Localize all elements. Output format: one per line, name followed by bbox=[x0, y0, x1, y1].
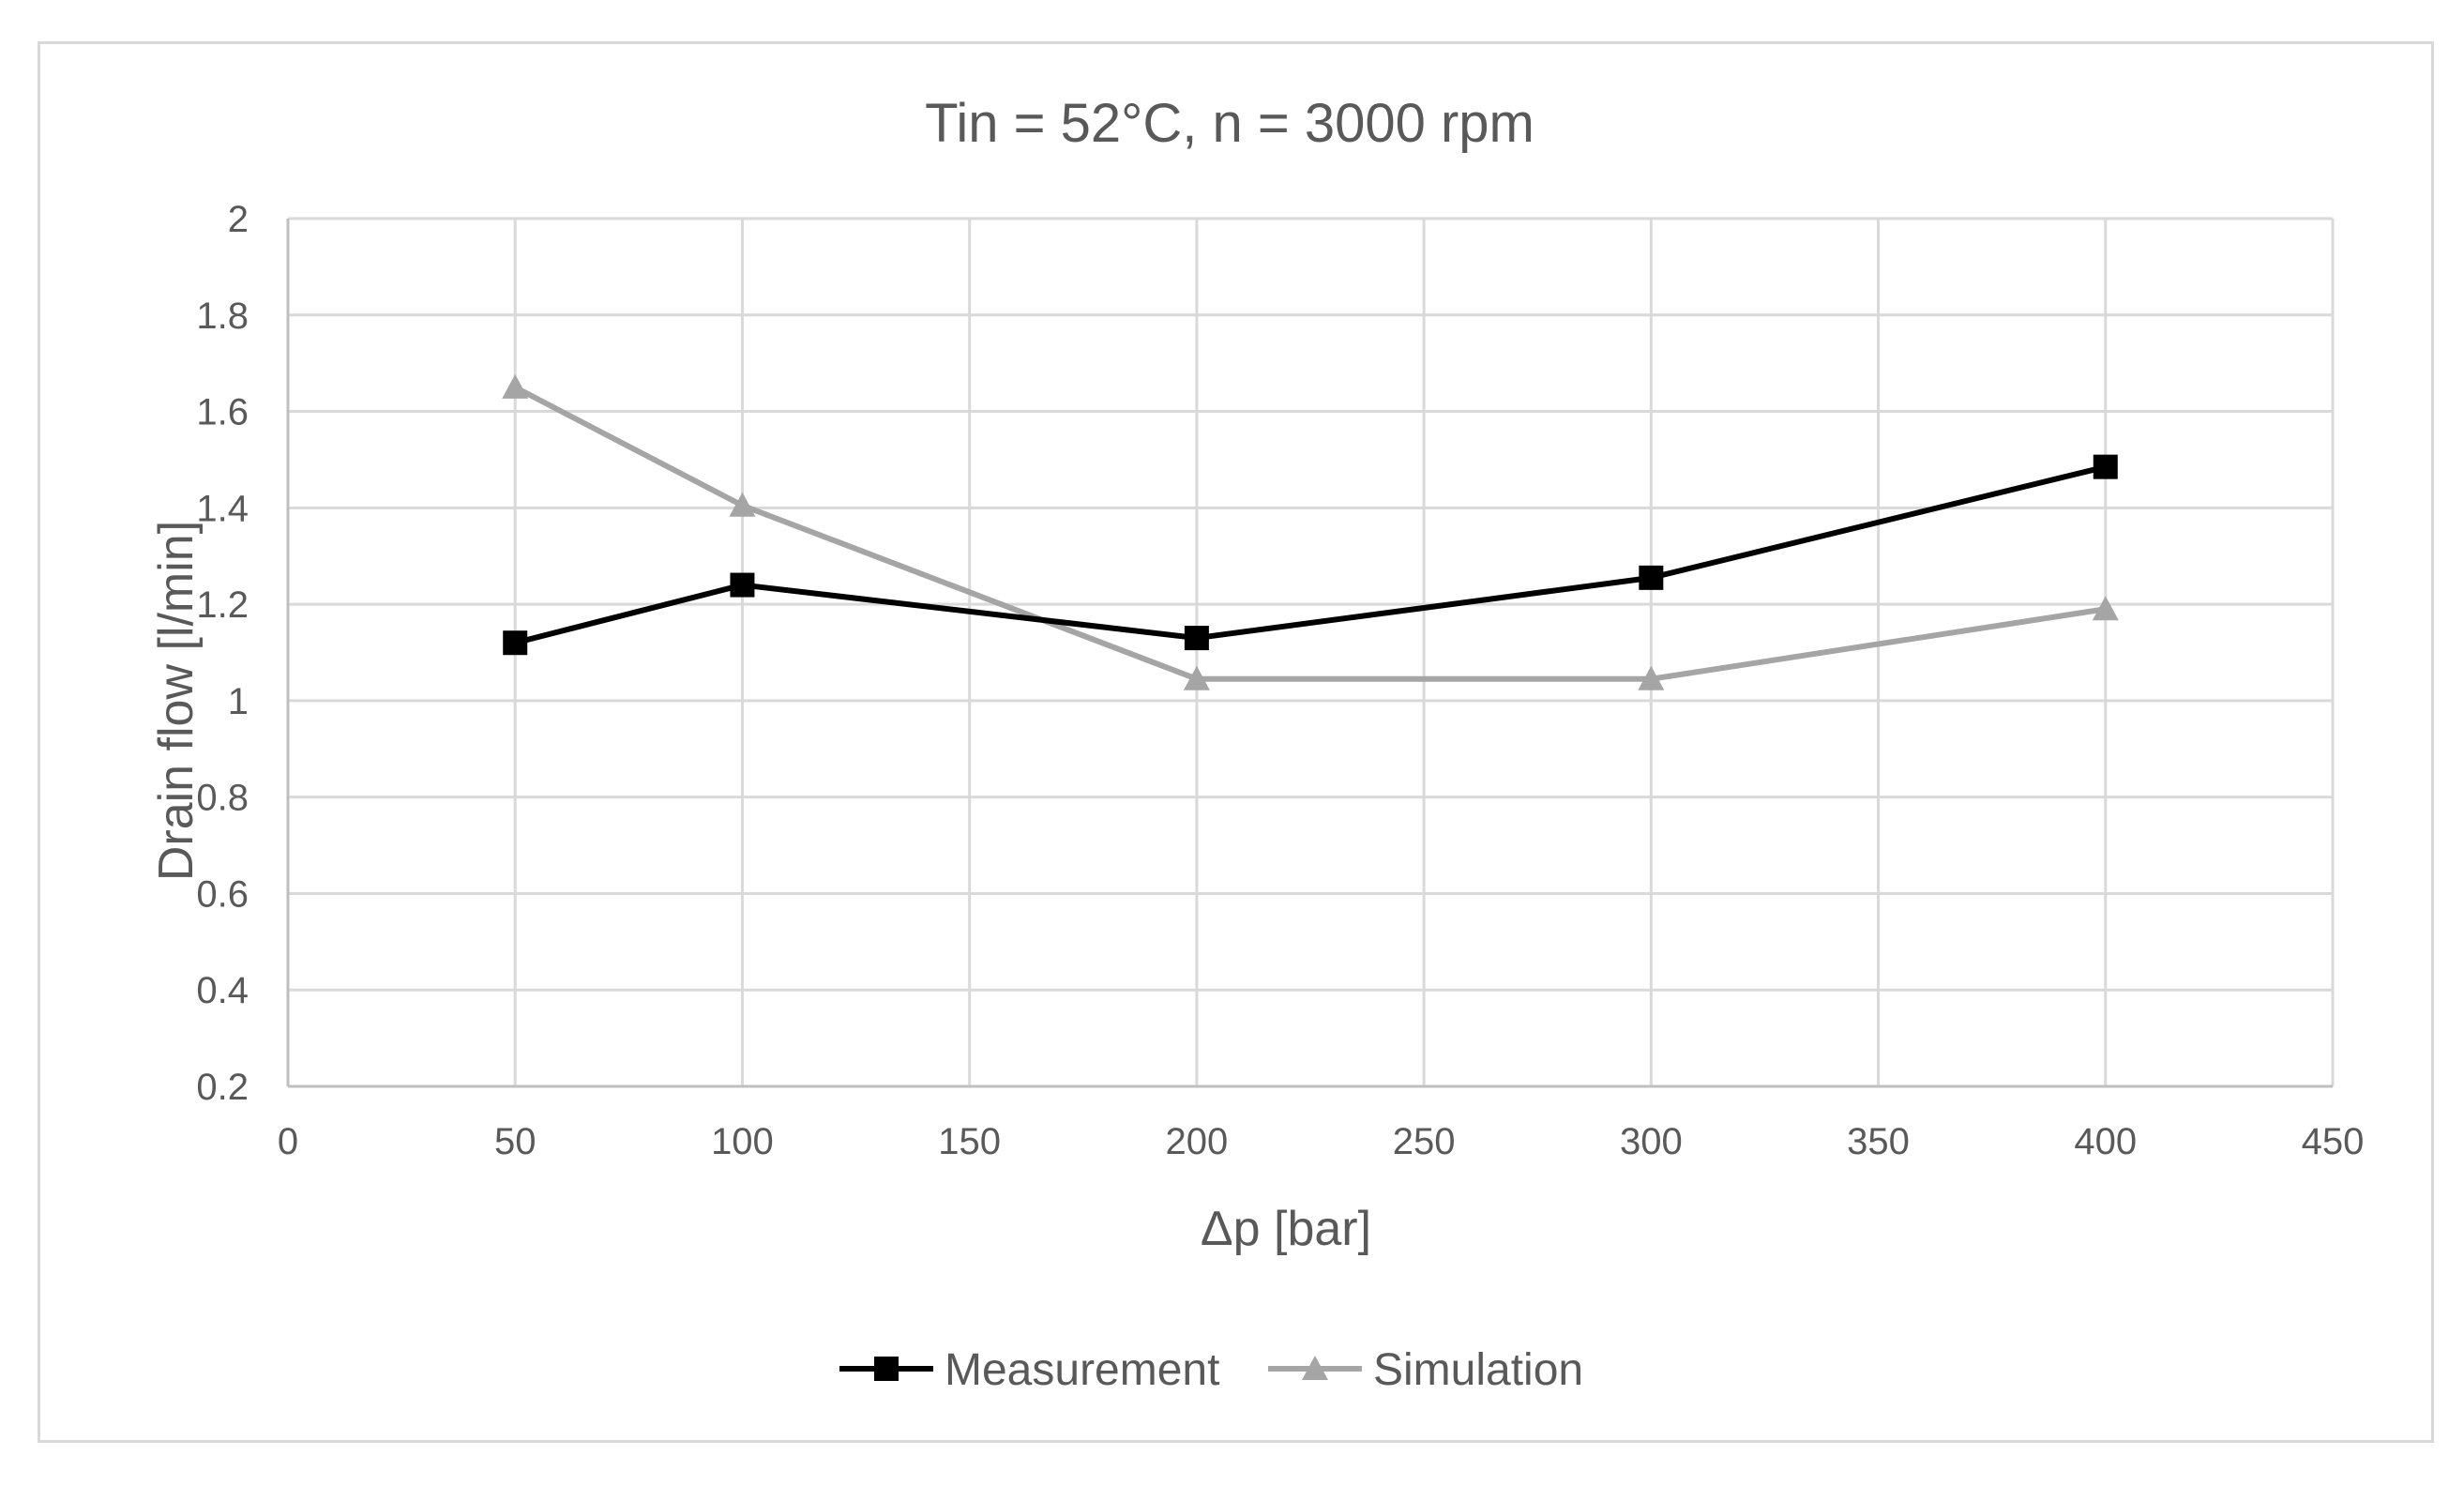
y-tick-label: 1 bbox=[228, 681, 249, 722]
y-tick-label: 1.2 bbox=[196, 584, 249, 626]
measurement-line bbox=[514, 463, 2107, 646]
simulation-point bbox=[1183, 665, 1210, 690]
legend-label-measurement: Measurement bbox=[945, 1345, 1219, 1395]
x-tick-label: 50 bbox=[494, 1121, 537, 1162]
measurement-point bbox=[1184, 626, 1209, 651]
x-tick-label: 300 bbox=[1620, 1121, 1683, 1162]
simulation-point bbox=[502, 373, 529, 399]
grid bbox=[288, 217, 2335, 1086]
y-tick-label: 1.6 bbox=[196, 392, 249, 433]
measurement-point bbox=[2093, 454, 2118, 479]
x-tick-label: 0 bbox=[278, 1121, 298, 1162]
measurement-point bbox=[730, 572, 755, 598]
y-tick-label: 2 bbox=[228, 199, 249, 240]
x-tick-label: 200 bbox=[1166, 1121, 1229, 1162]
x-tick-label: 250 bbox=[1393, 1121, 1456, 1162]
legend-marker-simulation bbox=[1302, 1356, 1328, 1380]
series-measurement bbox=[503, 454, 2118, 656]
series-simulation bbox=[502, 373, 2119, 690]
simulation-point bbox=[1638, 665, 1665, 690]
tick-labels: 0.2 0.4 0.6 0.8 1 1.2 1.4 1.6 1.8 2 0 50 100 150 200 25… bbox=[196, 199, 2364, 1162]
y-tick-label: 1.8 bbox=[196, 296, 249, 337]
series bbox=[502, 373, 2119, 690]
simulation-point bbox=[729, 492, 756, 517]
y-tick-label: 0.4 bbox=[196, 970, 249, 1011]
line-chart: Tin = 52°C, n = 3000 rpm 0.2 0.4 0.6 0.8 1 1.… bbox=[149, 93, 2364, 1395]
simulation-line bbox=[513, 385, 2107, 682]
legend-item-simulation: Simulation bbox=[1268, 1345, 1583, 1395]
x-tick-label: 350 bbox=[1847, 1121, 1910, 1162]
y-axis-title: Drain flow [l/min] bbox=[149, 521, 204, 881]
legend-marker-measurement bbox=[874, 1357, 899, 1381]
x-tick-label: 450 bbox=[2302, 1121, 2365, 1162]
x-tick-label: 400 bbox=[2074, 1121, 2137, 1162]
legend-item-measurement: Measurement bbox=[839, 1345, 1219, 1395]
y-tick-label: 0.8 bbox=[196, 778, 249, 819]
x-tick-label: 150 bbox=[938, 1121, 1001, 1162]
y-tick-label: 0.2 bbox=[196, 1067, 249, 1108]
legend-label-simulation: Simulation bbox=[1373, 1345, 1583, 1395]
measurement-point bbox=[503, 630, 528, 656]
measurement-point bbox=[1639, 565, 1664, 590]
simulation-point bbox=[2092, 596, 2119, 621]
y-tick-label: 1.4 bbox=[196, 488, 249, 529]
legend: Measurement Simulation bbox=[839, 1345, 1583, 1395]
chart-title: Tin = 52°C, n = 3000 rpm bbox=[925, 93, 1534, 154]
x-tick-label: 100 bbox=[711, 1121, 774, 1162]
y-tick-label: 0.6 bbox=[196, 873, 249, 915]
chart-frame: Tin = 52°C, n = 3000 rpm 0.2 0.4 0.6 0.8 1 1.… bbox=[38, 41, 2434, 1443]
x-axis-title: Δp [bar] bbox=[1201, 1202, 1371, 1256]
axes bbox=[286, 219, 2333, 1088]
